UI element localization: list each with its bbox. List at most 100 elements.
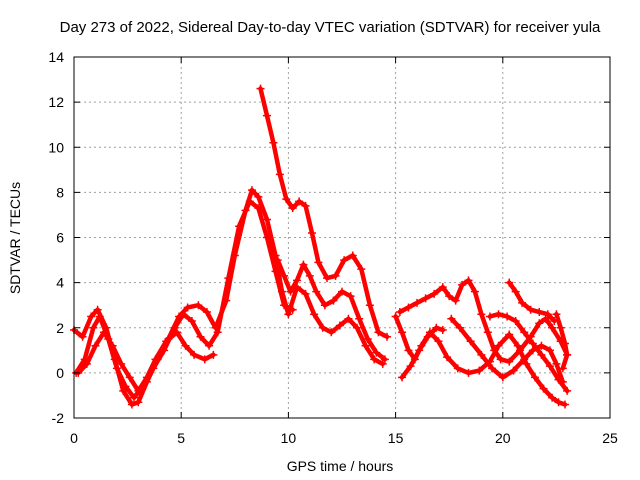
data-point xyxy=(372,348,381,357)
data-point xyxy=(292,276,301,285)
data-point xyxy=(183,303,192,312)
data-point xyxy=(378,359,387,368)
data-point xyxy=(312,287,321,296)
data-point xyxy=(528,339,537,348)
data-point xyxy=(365,301,374,310)
data-point xyxy=(172,328,181,337)
data-point xyxy=(320,301,329,310)
data-point xyxy=(535,307,544,316)
data-series-track-9 xyxy=(447,314,567,386)
data-point xyxy=(432,323,441,332)
data-point xyxy=(548,393,557,402)
data-series-track-8 xyxy=(398,323,447,382)
data-point xyxy=(187,316,196,325)
data-point xyxy=(563,386,572,395)
data-point xyxy=(515,346,524,355)
data-point xyxy=(548,323,557,332)
series-trace xyxy=(393,314,568,407)
chart-title: Day 273 of 2022, Sidereal Day-to-day VTE… xyxy=(60,19,601,36)
data-point xyxy=(423,332,432,341)
data-point xyxy=(119,386,128,395)
data-point xyxy=(335,321,344,330)
data-point xyxy=(125,373,134,382)
data-point xyxy=(254,204,263,213)
data-point xyxy=(318,323,327,332)
data-point xyxy=(117,359,126,368)
x-tick-label: 0 xyxy=(70,430,78,446)
data-point xyxy=(93,305,102,314)
data-point xyxy=(434,337,443,346)
data-point xyxy=(556,323,565,332)
data-point xyxy=(340,256,349,265)
data-point xyxy=(348,251,357,260)
data-point xyxy=(127,400,136,409)
data-point xyxy=(470,287,479,296)
data-point xyxy=(554,398,563,407)
x-tick-label: 10 xyxy=(281,430,297,446)
data-point xyxy=(121,382,130,391)
data-point xyxy=(558,364,567,373)
data-point xyxy=(406,362,415,371)
data-point xyxy=(310,310,319,319)
y-tick-labels: -2 0 2 4 6 8 10 12 14 xyxy=(48,49,64,426)
data-point xyxy=(458,280,467,289)
data-series-track-4 xyxy=(273,256,389,364)
data-point xyxy=(271,267,280,276)
data-point xyxy=(430,289,439,298)
data-point xyxy=(280,271,289,280)
data-point xyxy=(398,373,407,382)
data-point xyxy=(162,337,171,346)
axis-ticks xyxy=(73,56,611,419)
data-point xyxy=(520,328,529,337)
data-point xyxy=(170,323,179,332)
data-point xyxy=(391,312,400,321)
data-point xyxy=(194,301,203,310)
data-series-track-12 xyxy=(552,310,572,373)
data-point xyxy=(344,314,353,323)
data-point xyxy=(142,373,151,382)
data-point xyxy=(443,353,452,362)
data-point xyxy=(447,314,456,323)
data-series-track-2 xyxy=(72,197,297,402)
y-tick-label: 8 xyxy=(56,184,64,200)
x-tick-label: 25 xyxy=(602,430,618,446)
data-point xyxy=(404,303,413,312)
data-point xyxy=(560,339,569,348)
data-point xyxy=(346,292,355,301)
y-tick-label: 4 xyxy=(56,275,64,291)
data-point xyxy=(511,287,520,296)
data-point xyxy=(91,341,100,350)
data-point xyxy=(282,195,291,204)
data-point xyxy=(464,276,473,285)
x-tick-label: 20 xyxy=(495,430,511,446)
data-point xyxy=(322,274,331,283)
data-point xyxy=(202,307,211,316)
data-point xyxy=(200,355,209,364)
data-point xyxy=(338,287,346,296)
data-point xyxy=(305,271,314,280)
y-tick-label: 14 xyxy=(48,49,64,65)
data-point xyxy=(254,192,263,201)
y-tick-label: 2 xyxy=(56,320,64,336)
data-point xyxy=(494,341,503,350)
data-point xyxy=(545,346,554,355)
data-point xyxy=(82,359,91,368)
data-point xyxy=(398,328,407,337)
data-point xyxy=(383,332,392,341)
data-point xyxy=(413,298,422,307)
data-point xyxy=(438,283,447,292)
data-point xyxy=(513,341,522,350)
data-point xyxy=(488,364,497,373)
data-point xyxy=(314,258,323,267)
y-tick-label: 10 xyxy=(48,139,64,155)
data-series-track-3 xyxy=(256,84,392,341)
data-point xyxy=(537,350,546,359)
data-point xyxy=(363,335,372,344)
data-point xyxy=(89,323,98,332)
data-point xyxy=(438,326,447,335)
data-point xyxy=(535,319,544,328)
data-series-track-10 xyxy=(505,278,559,325)
data-point xyxy=(295,197,304,206)
data-point xyxy=(541,314,550,323)
